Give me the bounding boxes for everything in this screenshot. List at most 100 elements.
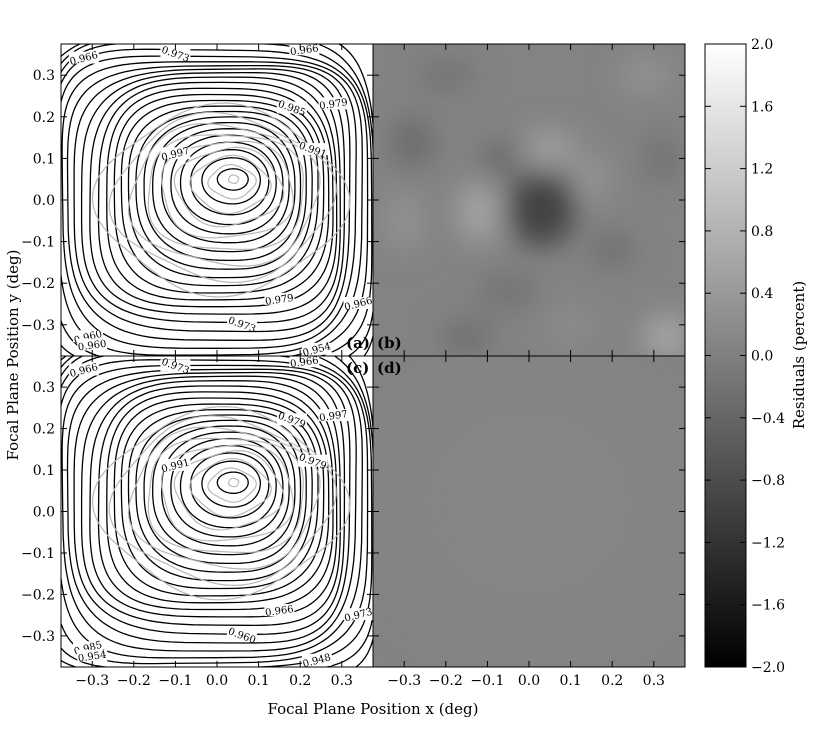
contour-label-bg bbox=[276, 413, 307, 426]
residual-contour bbox=[108, 415, 337, 587]
colorbar-tick-label: 0.8 bbox=[751, 224, 773, 240]
residual-blob bbox=[457, 182, 502, 243]
panel-frames bbox=[60, 43, 686, 668]
residual-blob bbox=[389, 373, 669, 634]
contour-line bbox=[152, 425, 296, 556]
y-axis-label: Focal Plane Position y (deg) bbox=[4, 250, 22, 461]
x-tick-label: 0.3 bbox=[331, 673, 353, 689]
contour-label-bg bbox=[318, 409, 349, 422]
contour-line bbox=[190, 148, 270, 216]
y-tick-label: −0.1 bbox=[21, 235, 55, 251]
contour-line bbox=[170, 438, 284, 538]
residual-blob bbox=[575, 155, 608, 204]
colorbar-tick-label: 1.2 bbox=[751, 162, 773, 178]
colorbar-tick-label: 1.6 bbox=[751, 99, 773, 115]
residual-contour bbox=[127, 123, 321, 267]
contour-label-bg bbox=[68, 51, 99, 64]
residual-contour bbox=[160, 444, 294, 542]
y-tick-label: 0.0 bbox=[33, 505, 55, 521]
y-tick-label: 0.2 bbox=[33, 422, 55, 438]
residual-blob bbox=[481, 140, 518, 177]
colorbar-tick-label: 0.0 bbox=[751, 349, 773, 365]
residual-contour bbox=[147, 134, 304, 250]
contour-label: 0.960 bbox=[77, 339, 107, 354]
contour-line bbox=[61, 61, 357, 349]
contour-line bbox=[89, 380, 338, 618]
panel-background bbox=[61, 356, 373, 667]
colorbar-tick-label: 2.0 bbox=[751, 37, 773, 53]
residual-contour bbox=[207, 467, 257, 503]
contour-label-bg bbox=[264, 604, 295, 617]
residual-contour bbox=[189, 154, 272, 215]
x-tick-label: 0.0 bbox=[206, 673, 228, 689]
contour-line bbox=[113, 397, 325, 597]
x-axis-label: Focal Plane Position x (deg) bbox=[268, 700, 479, 718]
x-tick-label: 0.1 bbox=[247, 673, 269, 689]
panel-b bbox=[373, 44, 685, 356]
contour-label-bg bbox=[318, 97, 349, 110]
residual-contour bbox=[227, 174, 240, 185]
contour-line bbox=[216, 471, 249, 495]
contour-line bbox=[97, 81, 334, 308]
colorbar-tick-label: −0.4 bbox=[751, 411, 785, 427]
residual-blob bbox=[590, 231, 635, 268]
contour-label-bg bbox=[297, 454, 328, 467]
x-tick-label: 0.1 bbox=[559, 673, 581, 689]
residual-blob bbox=[619, 57, 672, 94]
axis-ticks: −0.3 −0.2 −0.1 0.0 0.1 0.2 0.3 −0.3 −0.2 −0.1 0.0 0… bbox=[21, 44, 685, 689]
residual-blob bbox=[642, 315, 685, 356]
contour-label-bg bbox=[160, 458, 191, 471]
contour-label-bg bbox=[160, 147, 191, 160]
colorbar-tick-label: −1.2 bbox=[751, 535, 785, 551]
contour-line bbox=[143, 419, 302, 565]
y-tick-label: 0.3 bbox=[33, 380, 55, 396]
contour-line bbox=[216, 168, 249, 191]
contour-line bbox=[106, 391, 330, 604]
contour-line bbox=[73, 371, 346, 635]
x-tick-label: −0.1 bbox=[470, 673, 504, 689]
contour-label-bg bbox=[297, 143, 328, 156]
panel-d bbox=[373, 356, 685, 667]
contour-line bbox=[80, 71, 341, 324]
x-tick-label: −0.3 bbox=[387, 673, 421, 689]
contour-label: 0.979 bbox=[319, 97, 349, 112]
x-tick-label: −0.1 bbox=[158, 673, 192, 689]
panel-letter-b: (b) bbox=[377, 334, 402, 352]
y-tick-label: −0.1 bbox=[21, 546, 55, 562]
panel-letter-c: (c) bbox=[346, 359, 369, 377]
contour-line bbox=[170, 134, 284, 235]
y-tick-label: −0.3 bbox=[21, 629, 55, 645]
contour-line bbox=[179, 444, 277, 529]
contour-label-bg bbox=[226, 628, 257, 641]
x-tick-label: −0.3 bbox=[75, 673, 109, 689]
contour-line bbox=[190, 452, 270, 519]
colorbar-tick-label: 0.4 bbox=[751, 286, 773, 302]
contour-line bbox=[73, 68, 346, 333]
residual-blob bbox=[523, 128, 576, 173]
contour-line bbox=[106, 87, 330, 301]
y-tick-label: 0.3 bbox=[33, 68, 55, 84]
contour-label: 0.966 bbox=[265, 604, 295, 619]
x-tick-label: 0.2 bbox=[289, 673, 311, 689]
contour-label-bg bbox=[160, 359, 191, 372]
contour-label: 0.997 bbox=[319, 409, 349, 424]
contour-label-bg bbox=[276, 101, 307, 114]
residual-blob bbox=[415, 59, 476, 92]
contour-label-bg bbox=[301, 653, 332, 666]
residual-contour bbox=[127, 426, 321, 570]
x-tick-label: 0.3 bbox=[643, 673, 665, 689]
residual-contour bbox=[108, 111, 337, 284]
residual-blob bbox=[390, 115, 435, 168]
residual-blob bbox=[507, 170, 576, 247]
contour-line bbox=[201, 157, 261, 205]
x-tick-label: 0.0 bbox=[518, 673, 540, 689]
colorbar-label: Residuals (percent) bbox=[790, 281, 808, 429]
y-tick-label: 0.2 bbox=[33, 110, 55, 126]
contour-label-bg bbox=[77, 338, 108, 351]
residual-contour bbox=[189, 457, 272, 518]
residual-contour bbox=[173, 146, 285, 228]
contour-line bbox=[61, 356, 369, 665]
contour-line bbox=[61, 364, 357, 652]
